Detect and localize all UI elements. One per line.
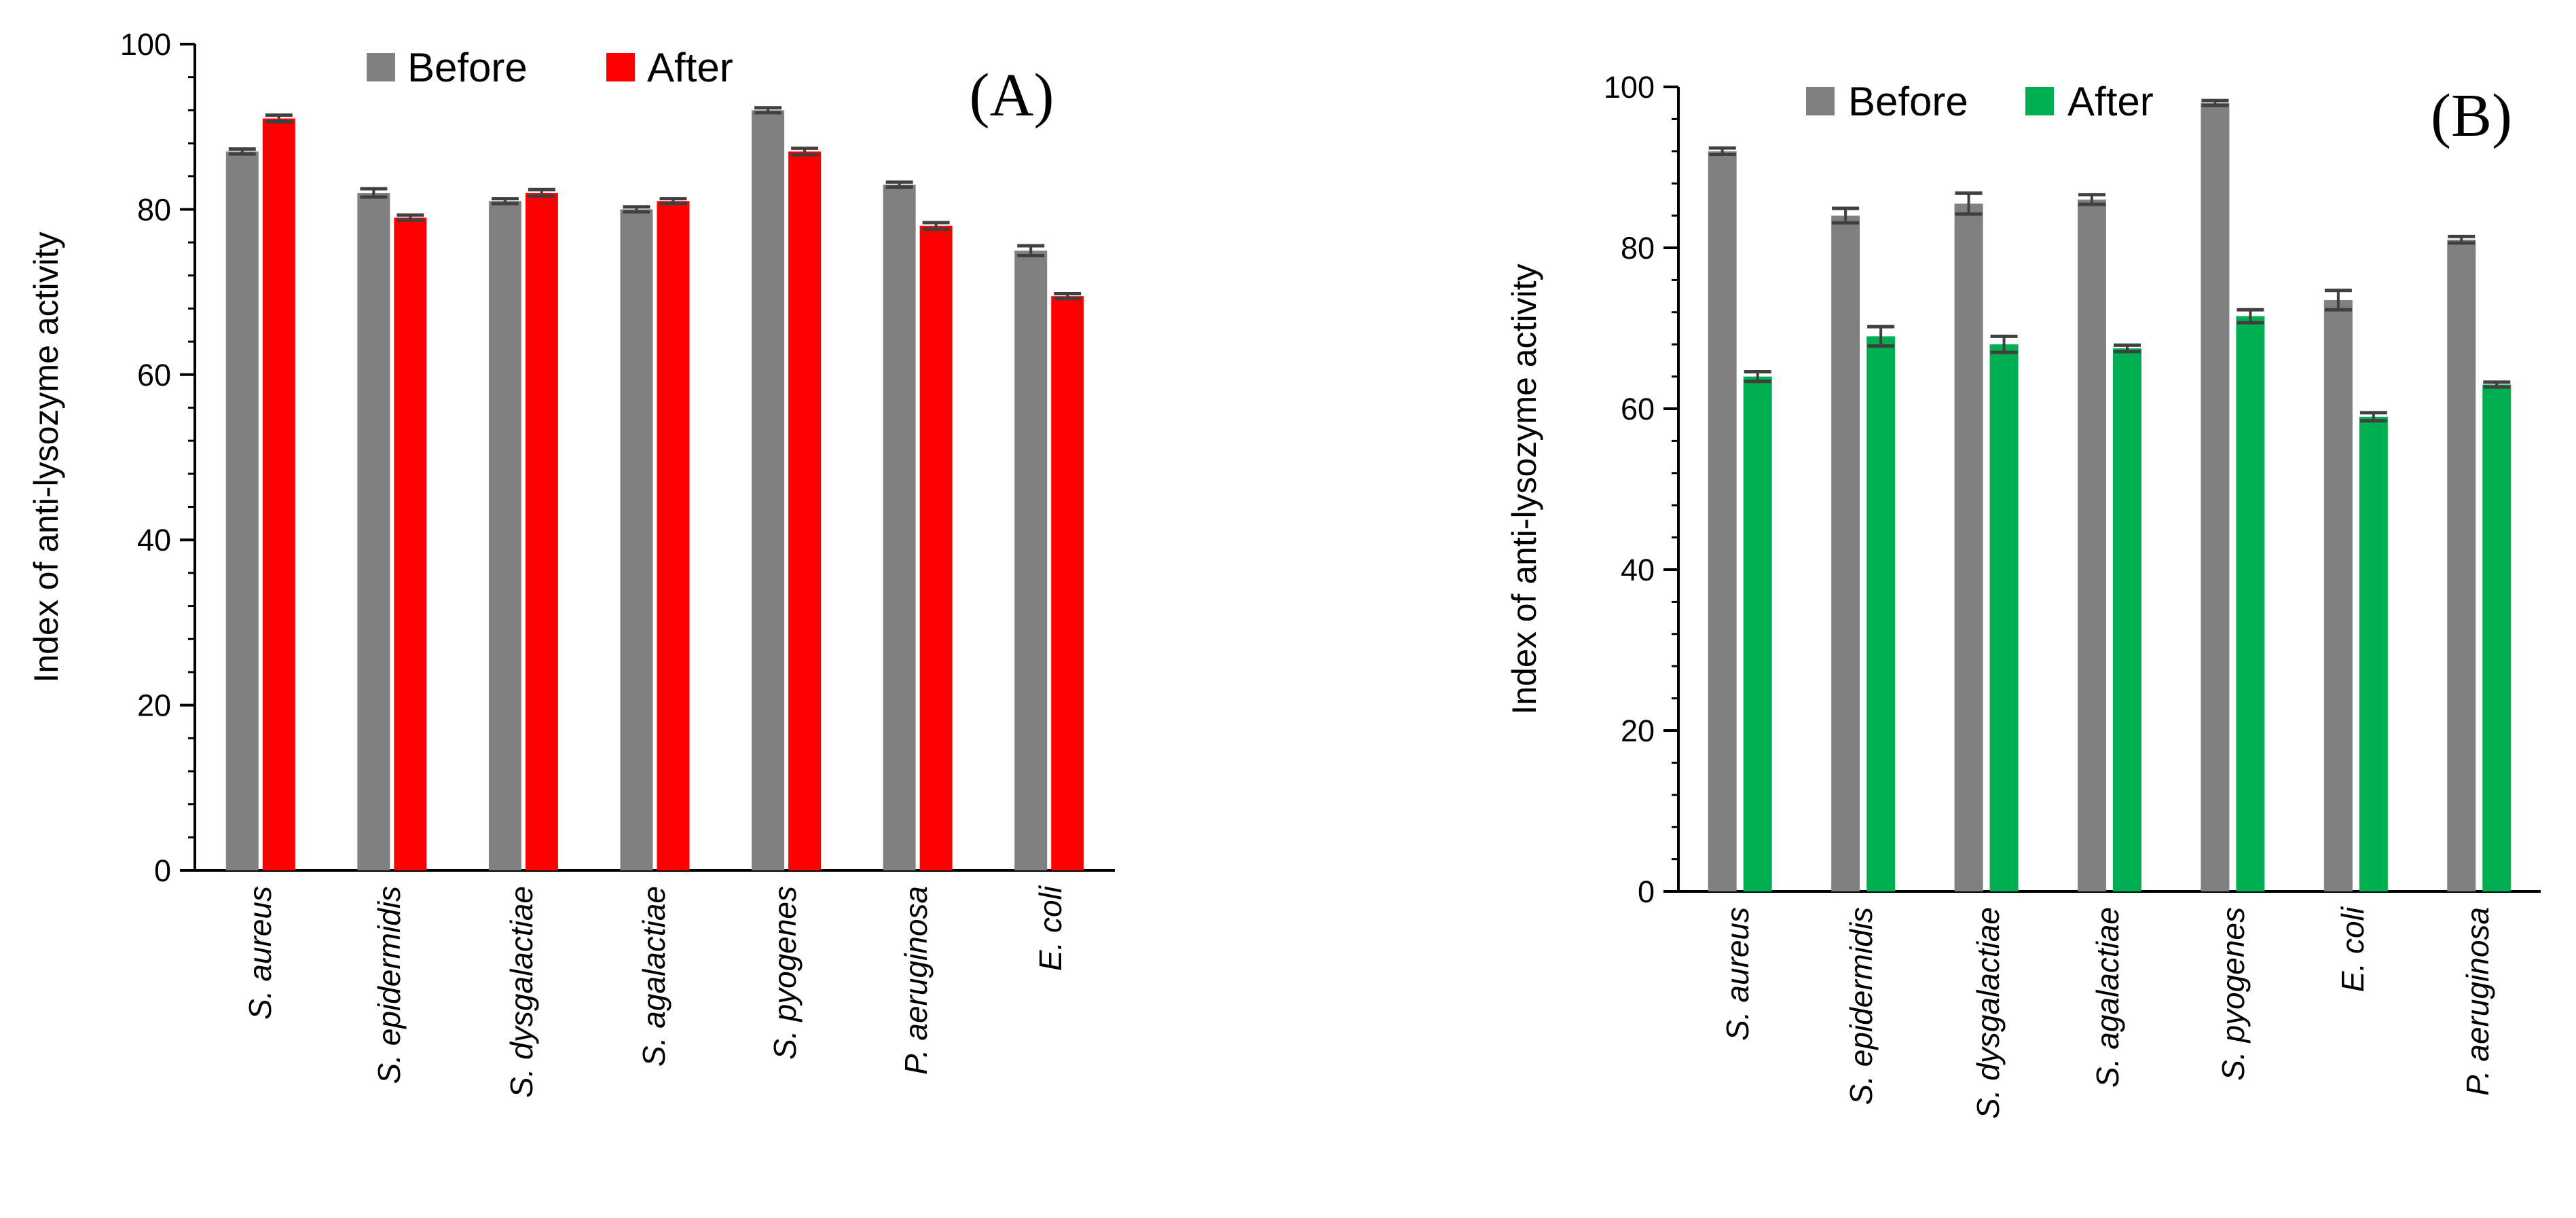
bar-after-2 <box>525 193 558 870</box>
error-bar-before-6 <box>2448 234 2476 245</box>
category-label: S. dysgalactiae <box>1970 907 2006 1119</box>
legend-swatch-before <box>367 53 395 81</box>
bar-before-1 <box>357 193 390 870</box>
error-bar-before-3 <box>2078 193 2105 206</box>
bar-before-0 <box>225 151 259 871</box>
error-bar-after-5 <box>922 221 950 232</box>
bar-after-4 <box>788 151 822 871</box>
category-label: S. dysgalactiae <box>504 886 539 1098</box>
legend: Before After <box>367 45 733 90</box>
bar-after-5 <box>2359 416 2388 891</box>
legend-swatch-before <box>1806 87 1835 115</box>
error-bar-after-4 <box>791 146 819 157</box>
error-bar-before-1 <box>360 187 388 199</box>
error-bar-before-2 <box>1955 191 1983 216</box>
chart-panel-a: 0 20 40 60 80 100 Index of anti-lysozyme activ… <box>27 27 1115 1098</box>
panel-label: (B) <box>2431 82 2512 149</box>
error-bar-after-3 <box>2114 343 2141 354</box>
bar-after-3 <box>657 201 690 871</box>
y-tick-label: 80 <box>1621 231 1655 265</box>
error-bar-after-1 <box>397 213 424 222</box>
bar-before-3 <box>2078 199 2106 891</box>
y-tick-label: 0 <box>154 853 171 888</box>
error-bar-before-5 <box>885 180 913 189</box>
error-bar-before-4 <box>2201 98 2229 107</box>
bar-before-6 <box>2447 240 2476 891</box>
category-label: S. aureus <box>1720 907 1755 1041</box>
category-label: P. aeruginosa <box>898 886 934 1075</box>
bar-before-1 <box>1831 215 1860 892</box>
bar-before-4 <box>2201 103 2230 892</box>
legend-label-before: Before <box>1848 79 1968 124</box>
error-bar-before-1 <box>1832 206 1860 225</box>
error-bar-before-0 <box>1708 146 1736 157</box>
error-bar-after-2 <box>1990 334 2018 354</box>
category-label: S. epidermidis <box>1843 907 1879 1105</box>
bar-before-5 <box>2323 300 2353 891</box>
legend: Before After <box>1806 79 2154 124</box>
legend-swatch-after <box>2025 87 2054 115</box>
bar-after-3 <box>2113 348 2141 891</box>
bar-after-5 <box>919 225 953 870</box>
error-bar-before-3 <box>623 205 650 214</box>
error-bar-before-5 <box>2324 289 2352 312</box>
error-bar-after-1 <box>1867 325 1895 348</box>
bar-after-6 <box>2482 384 2511 891</box>
error-bar-after-6 <box>1054 292 1082 301</box>
legend-swatch-after <box>606 53 635 81</box>
bar-after-0 <box>1743 376 1772 891</box>
bar-before-2 <box>1954 203 1983 891</box>
y-tick-label: 60 <box>137 358 171 392</box>
error-bar-before-4 <box>754 106 782 115</box>
error-bar-after-2 <box>528 187 555 198</box>
y-axis-title: Index of anti-lysozyme activity <box>27 232 65 682</box>
error-bar-after-5 <box>2359 411 2387 423</box>
category-label: E. coli <box>1033 885 1068 971</box>
bar-before-0 <box>1708 151 1737 891</box>
category-label: S. agalactiae <box>636 886 671 1067</box>
error-bar-after-0 <box>265 113 293 124</box>
panel-label: (A) <box>970 62 1054 129</box>
bar-after-0 <box>262 118 295 870</box>
y-tick-label: 80 <box>137 192 171 227</box>
category-label: S. aureus <box>242 886 278 1020</box>
y-tick-label: 100 <box>1604 70 1655 105</box>
category-label: S. epidermidis <box>371 886 407 1084</box>
error-bar-after-6 <box>2483 380 2511 389</box>
y-tick-label: 60 <box>1621 392 1655 426</box>
bar-before-4 <box>752 110 785 871</box>
legend-label-after: After <box>2067 79 2154 124</box>
bar-before-2 <box>488 201 521 871</box>
bar-after-6 <box>1051 296 1084 870</box>
bar-after-2 <box>1989 344 2019 891</box>
y-tick-label: 100 <box>120 27 171 62</box>
bar-after-1 <box>1866 336 1896 892</box>
category-label: S. agalactiae <box>2090 907 2125 1088</box>
legend-label-before: Before <box>407 45 528 90</box>
error-bar-before-6 <box>1017 244 1045 258</box>
error-bar-after-4 <box>2237 308 2264 325</box>
y-tick-label: 40 <box>1621 553 1655 587</box>
y-tick-label: 20 <box>137 688 171 723</box>
category-label: S. pyogenes <box>2215 907 2251 1081</box>
bar-before-3 <box>620 209 653 870</box>
legend-label-after: After <box>647 45 733 90</box>
error-bar-after-3 <box>659 197 687 206</box>
y-axis-title: Index of anti-lysozyme activity <box>1505 263 1543 714</box>
bar-after-4 <box>2236 316 2265 892</box>
y-tick-label: 0 <box>1638 874 1655 909</box>
bar-before-5 <box>883 184 916 870</box>
error-bar-after-0 <box>1744 369 1771 384</box>
y-tick-label: 40 <box>137 523 171 557</box>
category-label: E. coli <box>2335 906 2370 992</box>
error-bar-before-0 <box>228 147 256 156</box>
chart-panel-b: 0 20 40 60 80 100 Index of anti-lysozyme activ… <box>1505 70 2541 1119</box>
y-tick-label: 20 <box>1621 714 1655 748</box>
category-label: S. pyogenes <box>767 886 803 1060</box>
bar-before-6 <box>1014 251 1048 870</box>
category-label: P. aeruginosa <box>2460 907 2495 1096</box>
bar-after-1 <box>394 217 427 870</box>
error-bar-before-2 <box>491 197 519 206</box>
